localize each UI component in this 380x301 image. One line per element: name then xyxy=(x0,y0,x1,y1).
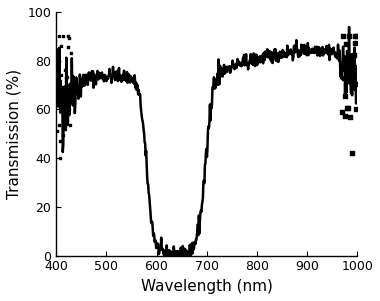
X-axis label: Wavelength (nm): Wavelength (nm) xyxy=(141,279,272,294)
Point xyxy=(56,34,62,39)
Point xyxy=(57,156,63,161)
Point xyxy=(345,79,352,83)
Point xyxy=(61,89,67,94)
Point xyxy=(55,82,61,87)
Point xyxy=(344,105,350,110)
Point xyxy=(345,106,351,111)
Point xyxy=(57,138,63,143)
Point xyxy=(56,122,62,127)
Point xyxy=(344,64,350,69)
Point xyxy=(347,78,353,82)
Point xyxy=(340,34,346,39)
Point xyxy=(66,35,72,40)
Point xyxy=(59,85,65,89)
Point xyxy=(59,96,65,101)
Point xyxy=(54,129,60,134)
Point xyxy=(65,44,71,49)
Point xyxy=(62,89,68,94)
Point xyxy=(59,73,65,77)
Point xyxy=(349,151,355,156)
Point xyxy=(60,34,66,39)
Point xyxy=(64,75,70,80)
Point xyxy=(350,79,356,84)
Point xyxy=(342,113,348,118)
Point xyxy=(54,67,60,72)
Point xyxy=(354,34,360,39)
Point xyxy=(353,106,359,111)
Point xyxy=(350,74,356,79)
Point xyxy=(342,94,348,99)
Point xyxy=(351,53,357,57)
Point xyxy=(340,67,346,72)
Point xyxy=(346,34,352,39)
Point xyxy=(62,68,68,73)
Point xyxy=(341,76,347,81)
Point xyxy=(60,132,66,137)
Point xyxy=(63,84,69,89)
Point xyxy=(348,79,355,84)
Point xyxy=(352,41,358,45)
Point xyxy=(66,123,73,127)
Point xyxy=(63,118,70,123)
Point xyxy=(353,82,359,86)
Point xyxy=(65,34,71,39)
Point xyxy=(348,78,354,83)
Point xyxy=(339,110,345,115)
Point xyxy=(347,115,353,119)
Point xyxy=(352,34,358,39)
Point xyxy=(53,72,59,76)
Point xyxy=(68,86,74,91)
Point xyxy=(67,93,73,98)
Point xyxy=(343,42,349,47)
Y-axis label: Transmission (%): Transmission (%) xyxy=(7,69,22,199)
Point xyxy=(63,76,69,80)
Point xyxy=(58,44,64,49)
Point xyxy=(68,50,74,55)
Point xyxy=(55,51,61,55)
Point xyxy=(66,107,72,112)
